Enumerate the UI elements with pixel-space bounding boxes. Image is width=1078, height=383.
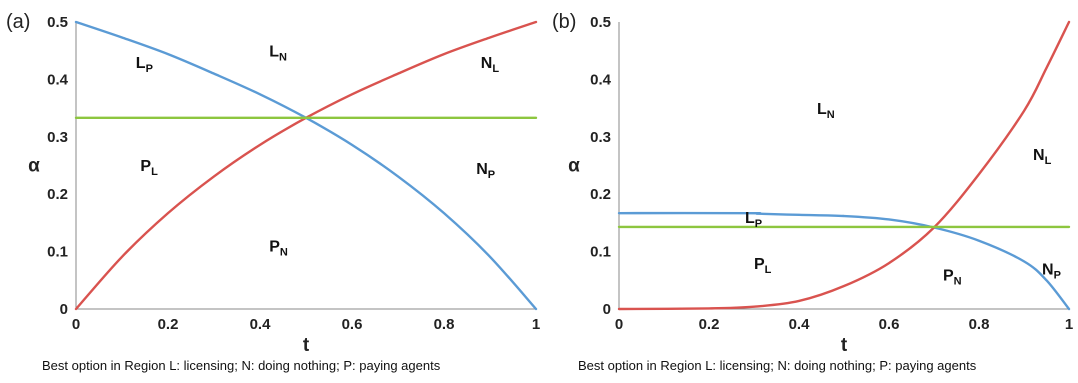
x-tick-label: 1	[1065, 316, 1073, 333]
y-tick-label: 0.5	[47, 14, 68, 31]
figure-caption: Best option in Region L: licensing; N: d…	[42, 358, 441, 373]
y-tick-label: 0.2	[590, 186, 611, 203]
x-tick-label: 0.6	[342, 316, 363, 333]
y-tick-label: 0.3	[47, 129, 68, 146]
y-axis-title: α	[568, 156, 580, 177]
y-tick-label: 0.4	[47, 71, 69, 88]
panel-label: (b)	[552, 11, 576, 33]
series-line-0	[617, 211, 1071, 311]
y-tick-label: 0.3	[590, 129, 611, 146]
x-tick-label: 0.8	[969, 316, 990, 333]
region-label: PL	[140, 158, 158, 178]
y-tick-label: 0	[60, 301, 68, 318]
x-tick-label: 1	[532, 316, 540, 333]
chart-panel-a: 0 0.2 0.4 0.6 0.8 1 0 0.1 0.2 0.3 0.4 0.5 t α (a) LP LN N…	[6, 11, 540, 373]
region-label: LP	[745, 210, 762, 230]
region-label: PN	[269, 239, 288, 259]
y-tick-label: 0.1	[590, 244, 611, 261]
x-axis-title: t	[303, 335, 310, 356]
y-tick-label: 0	[603, 301, 611, 318]
chart-panel-b: 0 0.2 0.4 0.6 0.8 1 0 0.1 0.2 0.3 0.4 0.5 t α (b) LN NL L…	[552, 11, 1073, 373]
y-tick-label: 0.2	[47, 186, 68, 203]
y-axis-title: α	[28, 156, 40, 177]
x-axis-title: t	[841, 335, 848, 356]
figure-caption: Best option in Region L: licensing; N: d…	[578, 358, 977, 373]
region-label: PL	[754, 256, 772, 276]
y-tick-label: 0.1	[47, 244, 68, 261]
x-tick-label: 0	[615, 316, 623, 333]
region-label: NP	[1042, 262, 1061, 282]
region-label: LN	[817, 101, 835, 121]
panel-label: (a)	[6, 11, 30, 33]
x-tick-label: 0.2	[699, 316, 720, 333]
region-label: LP	[136, 55, 153, 75]
y-tick-label: 0.5	[590, 14, 611, 31]
y-tick-label: 0.4	[590, 71, 612, 88]
x-tick-label: 0.8	[434, 316, 455, 333]
x-tick-label: 0.2	[158, 316, 179, 333]
x-tick-label: 0.4	[789, 316, 811, 333]
region-label: NL	[481, 55, 500, 75]
region-label: NL	[1033, 147, 1052, 167]
x-tick-label: 0.4	[250, 316, 272, 333]
region-label: LN	[269, 43, 287, 63]
x-tick-label: 0	[72, 316, 80, 333]
region-label: PN	[943, 267, 962, 287]
series-line-1	[617, 20, 1071, 311]
x-tick-label: 0.6	[879, 316, 900, 333]
region-label: NP	[476, 161, 495, 181]
